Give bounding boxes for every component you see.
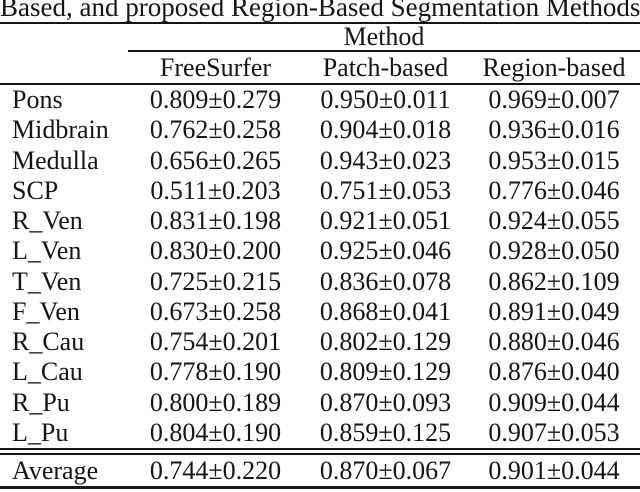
table-row: R_Ven 0.831±0.198 0.921±0.051 0.924±0.05… xyxy=(0,206,640,236)
cell-value: 0.950±0.011 xyxy=(320,85,451,115)
cell-value: 0.744±0.220 xyxy=(149,455,282,485)
table-row: Pons 0.809±0.279 0.950±0.011 0.969±0.007 xyxy=(0,85,640,115)
cell-value: 0.868±0.041 xyxy=(319,296,452,326)
cell-value: 0.880±0.046 xyxy=(488,327,620,357)
cell-value: 0.943±0.023 xyxy=(319,145,452,175)
cell-value: 0.804±0.190 xyxy=(149,417,282,447)
pre-average-rule-gap xyxy=(0,450,640,453)
cell-value: 0.936±0.016 xyxy=(488,115,620,145)
header-bottom-rule xyxy=(0,83,640,85)
table-caption: Based, and proposed Region-Based Segment… xyxy=(0,0,640,22)
table-row: T_Ven 0.725±0.215 0.836±0.078 0.862±0.10… xyxy=(0,267,640,297)
cell-value: 0.901±0.044 xyxy=(488,455,620,485)
cell-value: 0.907±0.053 xyxy=(488,417,620,447)
cell-value: 0.754±0.201 xyxy=(149,327,282,357)
cell-value: 0.876±0.040 xyxy=(488,357,620,387)
row-label: L_Pu xyxy=(12,417,69,447)
cell-value: 0.836±0.078 xyxy=(319,266,452,296)
table-row: SCP 0.511±0.203 0.751±0.053 0.776±0.046 xyxy=(0,176,640,206)
cell-value: 0.830±0.200 xyxy=(149,236,282,266)
table-bottom-rule xyxy=(0,486,640,489)
cell-value: 0.776±0.046 xyxy=(488,175,620,205)
cell-value: 0.928±0.050 xyxy=(488,236,620,266)
cell-value: 0.800±0.189 xyxy=(149,387,282,417)
cell-value: 0.778±0.190 xyxy=(149,357,282,387)
cell-value: 0.924±0.055 xyxy=(488,206,620,236)
cell-value: 0.762±0.258 xyxy=(149,115,282,145)
table-row: R_Pu 0.800±0.189 0.870±0.093 0.909±0.044 xyxy=(0,388,640,418)
cell-value: 0.859±0.125 xyxy=(319,417,452,447)
cell-value: 0.751±0.053 xyxy=(319,175,452,205)
row-label: R_Cau xyxy=(12,327,85,357)
table-row: Midbrain 0.762±0.258 0.904±0.018 0.936±0… xyxy=(0,115,640,145)
group-header-row: Method xyxy=(0,24,640,50)
row-label: T_Ven xyxy=(12,266,82,296)
row-label: SCP xyxy=(12,175,59,205)
cell-value: 0.831±0.198 xyxy=(149,206,282,236)
table-row: F_Ven 0.673±0.258 0.868±0.041 0.891±0.04… xyxy=(0,297,640,327)
cell-value: 0.673±0.258 xyxy=(149,296,282,326)
cell-value: 0.891±0.049 xyxy=(488,296,620,326)
row-label: L_Ven xyxy=(12,236,82,266)
column-header-row: FreeSurfer Patch-based Region-based xyxy=(0,52,640,83)
column-header-region-based: Region-based xyxy=(482,53,626,82)
table-top-rule xyxy=(0,22,640,24)
cell-value: 0.656±0.265 xyxy=(149,145,282,175)
group-header-label: Method xyxy=(343,22,425,51)
column-header-freesurfer: FreeSurfer xyxy=(159,53,272,82)
row-label: Average xyxy=(12,455,99,485)
cell-value: 0.921±0.051 xyxy=(319,206,452,236)
row-label: Midbrain xyxy=(12,115,109,145)
row-label: R_Pu xyxy=(12,387,70,417)
cell-value: 0.870±0.093 xyxy=(319,387,452,417)
column-header-patch-based: Patch-based xyxy=(322,53,449,82)
row-label: Pons xyxy=(12,85,63,115)
table-row: L_Ven 0.830±0.200 0.925±0.046 0.928±0.05… xyxy=(0,236,640,266)
cell-value: 0.925±0.046 xyxy=(319,236,452,266)
row-label: R_Ven xyxy=(12,206,83,236)
cell-value: 0.862±0.109 xyxy=(488,266,620,296)
cell-value: 0.953±0.015 xyxy=(488,145,620,175)
cell-value: 0.809±0.279 xyxy=(149,85,282,115)
table-caption-text: Based, and proposed Region-Based Segment… xyxy=(0,0,640,22)
row-label: F_Ven xyxy=(12,296,80,326)
cell-value: 0.904±0.018 xyxy=(319,115,452,145)
cell-value: 0.725±0.215 xyxy=(149,266,282,296)
cell-value: 0.511±0.203 xyxy=(150,175,281,205)
table-row: L_Pu 0.804±0.190 0.859±0.125 0.907±0.053 xyxy=(0,418,640,448)
cell-value: 0.802±0.129 xyxy=(319,327,452,357)
group-header-cmidrule xyxy=(128,50,640,52)
cell-value: 0.969±0.007 xyxy=(488,85,620,115)
table-row: L_Cau 0.778±0.190 0.809±0.129 0.876±0.04… xyxy=(0,357,640,387)
table-row: Medulla 0.656±0.265 0.943±0.023 0.953±0.… xyxy=(0,146,640,176)
table-row: R_Cau 0.754±0.201 0.802±0.129 0.880±0.04… xyxy=(0,327,640,357)
row-label: L_Cau xyxy=(12,357,83,387)
pre-average-rule-top xyxy=(0,448,640,450)
row-label: Medulla xyxy=(12,145,99,175)
cell-value: 0.809±0.129 xyxy=(319,357,452,387)
pre-average-rule-bottom xyxy=(0,453,640,455)
cell-value: 0.909±0.044 xyxy=(488,387,620,417)
average-row: Average 0.744±0.220 0.870±0.067 0.901±0.… xyxy=(0,455,640,486)
cell-value: 0.870±0.067 xyxy=(319,455,452,485)
